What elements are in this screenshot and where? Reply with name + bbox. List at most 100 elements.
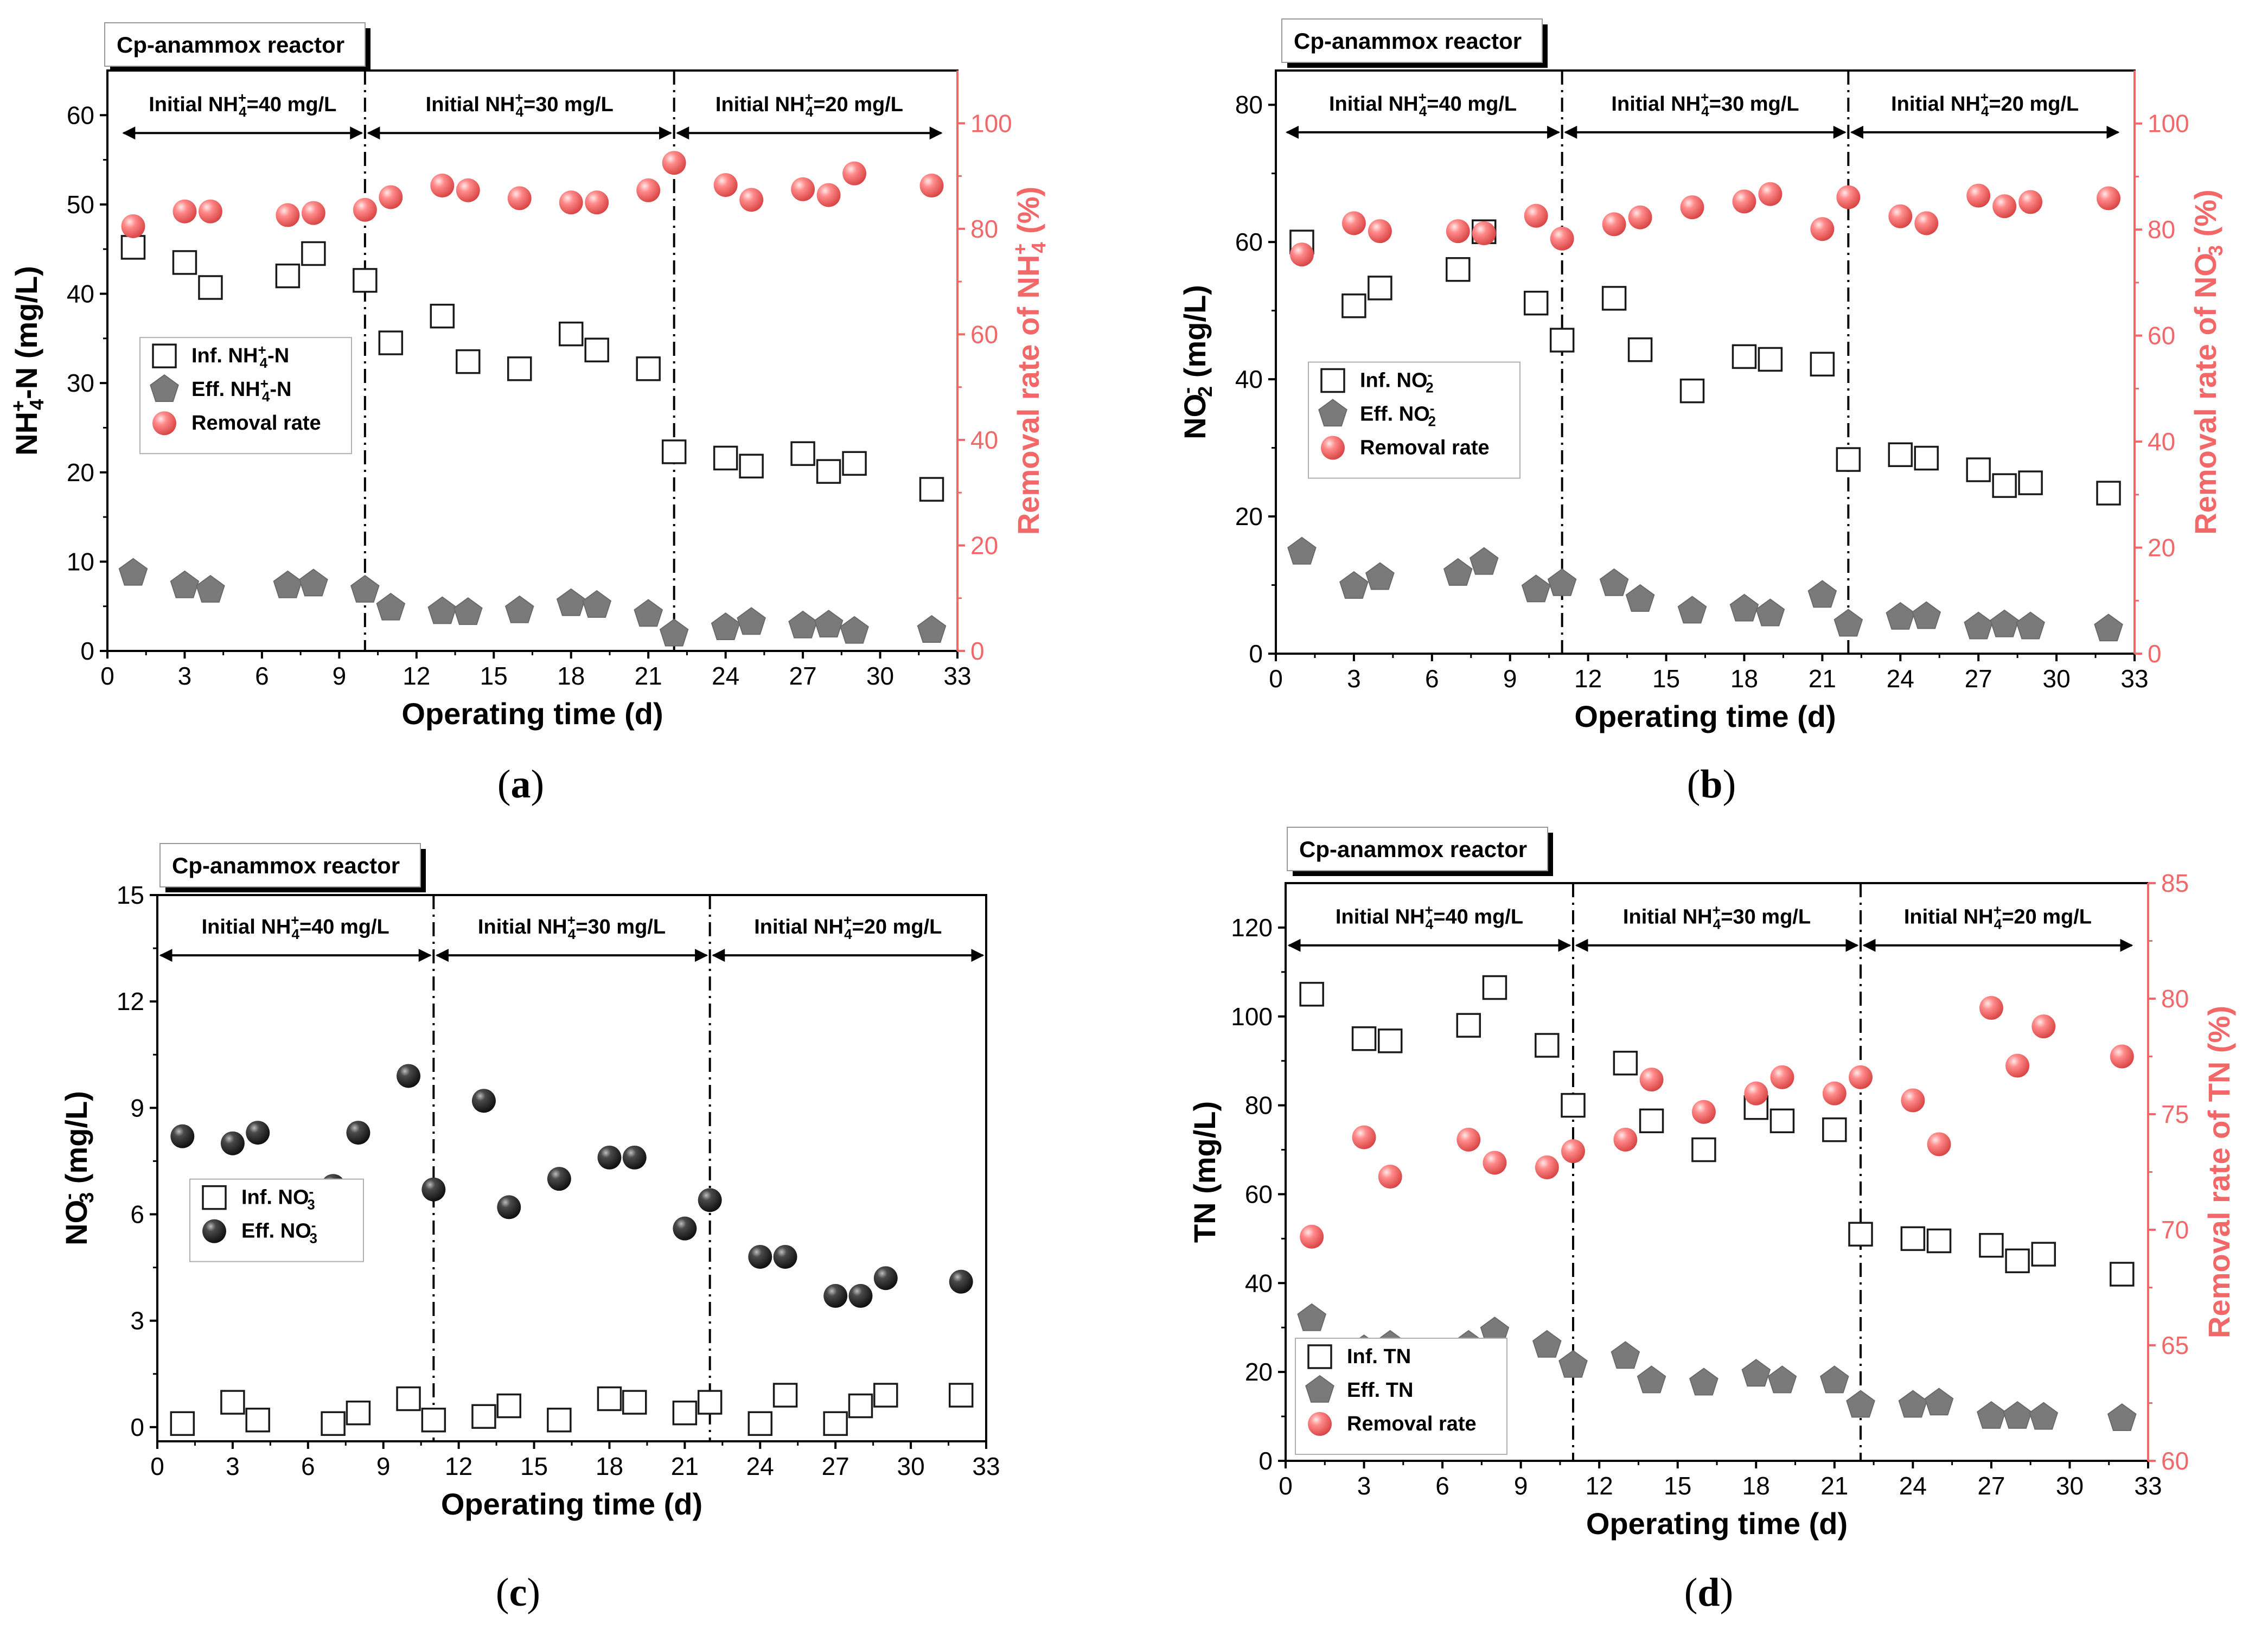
data-point [1613, 1127, 1638, 1152]
legend-label-0: Inf. NH+ 4-N [191, 342, 289, 371]
y2-tick-label: 0 [2148, 640, 2162, 668]
data-point [321, 1411, 346, 1436]
data-point [559, 190, 583, 215]
x-tick-label: 33 [2120, 665, 2148, 693]
x-tick-label: 24 [1887, 665, 1914, 693]
data-point [2031, 1014, 2056, 1039]
y2-tick-label: 100 [970, 109, 1012, 137]
data-point [1846, 1390, 1875, 1418]
data-point [1680, 195, 1704, 220]
data-point [1979, 996, 2003, 1020]
data-point [842, 451, 867, 476]
legend-label-0: Inf. TN [1347, 1345, 1411, 1368]
data-point [1732, 189, 1756, 214]
y2-tick-label: 80 [2148, 215, 2175, 244]
x-tick-label: 30 [2043, 665, 2071, 693]
x-tick-label: 15 [480, 662, 508, 690]
data-point [276, 203, 300, 227]
data-point [713, 173, 738, 197]
y-axis-label: NO-3 (mg/L) [57, 1091, 98, 1245]
data-point [456, 349, 481, 374]
legend-label-1: Eff. TN [1347, 1379, 1413, 1402]
data-point [788, 610, 817, 638]
data-point [1637, 1365, 1666, 1394]
data-point [1602, 212, 1626, 237]
data-point [791, 177, 815, 201]
series-sphere [121, 151, 944, 238]
data-point [1472, 221, 1496, 246]
data-point [1966, 457, 1991, 482]
data-point [1482, 975, 1507, 1000]
data-point [661, 439, 687, 464]
data-point [1535, 1155, 1559, 1179]
x-tick-label: 27 [789, 662, 817, 690]
y2-tick-label: 0 [970, 637, 985, 665]
legend-marker [152, 343, 177, 368]
data-point [376, 592, 406, 621]
data-point [1810, 217, 1835, 241]
data-point [1378, 1165, 1402, 1189]
legend-marker [1320, 368, 1345, 393]
plot-frame [156, 894, 987, 1442]
period-label-0: Initial NH+ 4=40 mg/L [1329, 89, 1517, 119]
data-point [622, 1145, 647, 1170]
x-tick-label: 15 [520, 1452, 548, 1480]
data-point [816, 183, 841, 207]
x-tick-label: 3 [226, 1452, 240, 1480]
y-tick-label: 60 [67, 101, 94, 129]
data-point [636, 356, 661, 381]
y-tick-label: 20 [1235, 502, 1263, 531]
data-point [120, 235, 146, 260]
data-point [662, 151, 686, 175]
x-tick-label: 9 [1514, 1472, 1528, 1500]
data-point [1898, 1390, 1928, 1418]
data-point [823, 1411, 848, 1436]
data-point [1901, 1088, 1925, 1113]
data-point [1741, 1359, 1771, 1387]
x-tick-label: 0 [1279, 1472, 1293, 1500]
y-tick-label: 80 [1235, 91, 1263, 119]
data-point [1456, 1013, 1481, 1038]
data-point [585, 190, 609, 215]
data-point [823, 1283, 848, 1308]
data-point [275, 263, 301, 289]
data-point [1446, 257, 1471, 282]
data-point [1639, 1068, 1664, 1092]
data-point [1613, 1051, 1638, 1076]
x-tick-label: 9 [1503, 665, 1517, 693]
y2-tick-label: 20 [2148, 534, 2175, 562]
panel-caption: (a) [497, 762, 544, 807]
data-point [246, 1121, 270, 1145]
data-point [1886, 602, 1915, 630]
x-tick-label: 24 [746, 1452, 774, 1480]
panel-caption: (c) [496, 1570, 540, 1615]
data-point [1639, 1108, 1664, 1134]
data-point [198, 275, 223, 300]
data-point [772, 1383, 798, 1408]
x-tick-label: 24 [1899, 1472, 1927, 1500]
data-point [848, 1393, 873, 1419]
data-point [948, 1383, 974, 1408]
x-tick-label: 15 [1652, 665, 1680, 693]
x-tick-label: 18 [1730, 665, 1758, 693]
y-tick-label: 120 [1231, 913, 1273, 942]
x-tick-label: 21 [1809, 665, 1836, 693]
data-point [1990, 609, 2019, 637]
y2-axis-label: Removal rate of NO-3 (%) [2186, 189, 2227, 534]
x-tick-label: 3 [178, 662, 192, 690]
data-point [1628, 205, 1652, 229]
data-point [1767, 1365, 1797, 1394]
data-point [170, 1411, 195, 1436]
y-tick-label: 100 [1231, 1002, 1273, 1031]
data-point [816, 459, 841, 484]
legend-label-2: Removal rate [1347, 1413, 1477, 1435]
data-point [698, 1188, 722, 1212]
data-point [2110, 1044, 2134, 1069]
data-point [121, 214, 145, 238]
x-tick-label: 21 [671, 1452, 699, 1480]
data-point [173, 199, 197, 223]
data-point [118, 558, 148, 586]
data-point [848, 1283, 873, 1308]
data-point [1351, 1026, 1377, 1051]
data-point [1992, 194, 2017, 219]
